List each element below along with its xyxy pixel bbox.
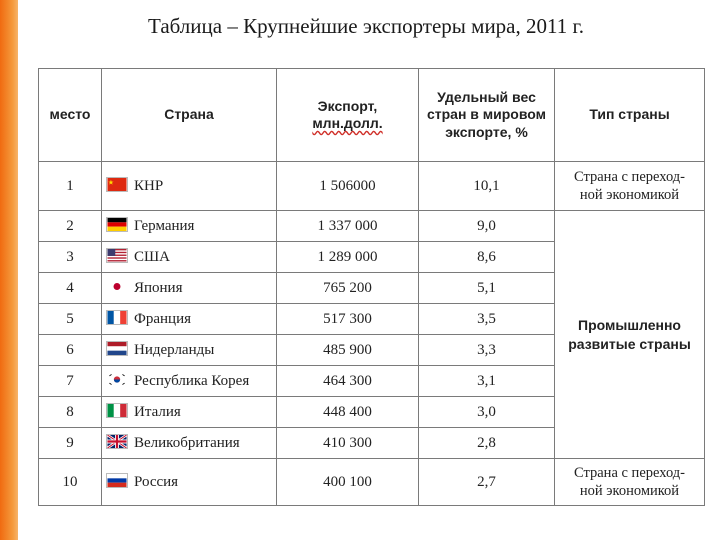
- export-cell: 410 300: [276, 427, 419, 459]
- side-accent-bar: [0, 0, 18, 540]
- country-name: Нидерланды: [134, 342, 215, 358]
- china-flag-icon: [106, 177, 128, 192]
- page-title: Таблица – Крупнейшие экспортеры мира, 20…: [148, 14, 584, 38]
- table-row: 8 Италия 448 400 3,0: [38, 396, 705, 428]
- export-cell: 464 300: [276, 365, 419, 397]
- export-cell: 517 300: [276, 303, 419, 335]
- country-cell: Великобритания: [101, 427, 277, 459]
- country-cell: Республика Корея: [101, 365, 277, 397]
- share-cell: 10,1: [418, 161, 555, 211]
- italy-flag-icon: [106, 403, 128, 418]
- place-cell: 2: [38, 210, 102, 242]
- country-cell: Россия: [101, 458, 277, 506]
- country-name: Великобритания: [134, 435, 240, 451]
- table-row: 4 Япония 765 200 5,1: [38, 272, 705, 304]
- table-row: 10 Россия 400 100 2,7 Страна с переход- …: [38, 458, 705, 506]
- export-cell: 485 900: [276, 334, 419, 366]
- table-header-row: место Страна Экспорт, млн.долл. Удельный…: [38, 68, 705, 162]
- germany-flag-icon: [106, 217, 128, 232]
- share-cell: 9,0: [418, 210, 555, 242]
- country-name: Япония: [134, 280, 183, 296]
- country-cell: Франция: [101, 303, 277, 335]
- country-cell: Япония: [101, 272, 277, 304]
- place-cell: 10: [38, 458, 102, 506]
- share-cell: 5,1: [418, 272, 555, 304]
- country-name: Россия: [134, 474, 179, 490]
- south-korea-flag-icon: [106, 372, 128, 387]
- place-cell: 6: [38, 334, 102, 366]
- place-cell: 7: [38, 365, 102, 397]
- country-cell: США: [101, 241, 277, 273]
- country-name: Германия: [134, 218, 195, 234]
- place-cell: 3: [38, 241, 102, 273]
- export-cell: 1 506000: [276, 161, 419, 211]
- export-cell: 1 337 000: [276, 210, 419, 242]
- place-cell: 5: [38, 303, 102, 335]
- japan-flag-icon: [106, 279, 128, 294]
- country-name: Франция: [134, 311, 191, 327]
- export-cell: 448 400: [276, 396, 419, 428]
- export-cell: 400 100: [276, 458, 419, 506]
- place-cell: 9: [38, 427, 102, 459]
- place-cell: 8: [38, 396, 102, 428]
- share-cell: 3,3: [418, 334, 555, 366]
- country-name: КНР: [134, 178, 164, 194]
- share-cell: 3,0: [418, 396, 555, 428]
- france-flag-icon: [106, 310, 128, 325]
- table-row: 7 Республика Корея 464 300 3,1: [38, 365, 705, 397]
- table-row: 6 Нидерланды 485 900 3,3: [38, 334, 705, 366]
- export-cell: 765 200: [276, 272, 419, 304]
- type-cell-transition: Страна с переход- ной экономикой: [554, 161, 705, 211]
- country-name: Италия: [134, 404, 181, 420]
- header-place: место: [38, 68, 102, 162]
- header-type: Тип страны: [554, 68, 705, 162]
- netherlands-flag-icon: [106, 341, 128, 356]
- country-cell: КНР: [101, 161, 277, 211]
- country-cell: Италия: [101, 396, 277, 428]
- share-cell: 8,6: [418, 241, 555, 273]
- place-cell: 1: [38, 161, 102, 211]
- header-country: Страна: [101, 68, 277, 162]
- russia-flag-icon: [106, 473, 128, 488]
- table-row: 2 Германия 1 337 000 9,0 Промышленно раз…: [38, 210, 705, 459]
- uk-flag-icon: [106, 434, 128, 449]
- country-name: Республика Корея: [134, 373, 250, 389]
- table-row: 5 Франция 517 300 3,5: [38, 303, 705, 335]
- table-row: 1 КНР 1 506000 10,1 Страна с переход- но…: [38, 161, 705, 211]
- header-export: Экспорт, млн.долл.: [276, 68, 419, 162]
- type-cell-developed: Промышленно развитые страны: [554, 210, 705, 459]
- usa-flag-icon: [106, 248, 128, 263]
- share-cell: 2,8: [418, 427, 555, 459]
- export-cell: 1 289 000: [276, 241, 419, 273]
- table-row: 9 Великобритания 410 300 2,8: [38, 427, 705, 459]
- place-cell: 4: [38, 272, 102, 304]
- country-cell: Нидерланды: [101, 334, 277, 366]
- share-cell: 3,1: [418, 365, 555, 397]
- country-name: США: [134, 249, 170, 265]
- share-cell: 2,7: [418, 458, 555, 506]
- type-cell-transition: Страна с переход- ной экономикой: [554, 458, 705, 506]
- header-share: Удельный вес стран в мировом экспорте, %: [418, 68, 555, 162]
- share-cell: 3,5: [418, 303, 555, 335]
- country-cell: Германия: [101, 210, 277, 242]
- exporters-table: место Страна Экспорт, млн.долл. Удельный…: [38, 68, 705, 506]
